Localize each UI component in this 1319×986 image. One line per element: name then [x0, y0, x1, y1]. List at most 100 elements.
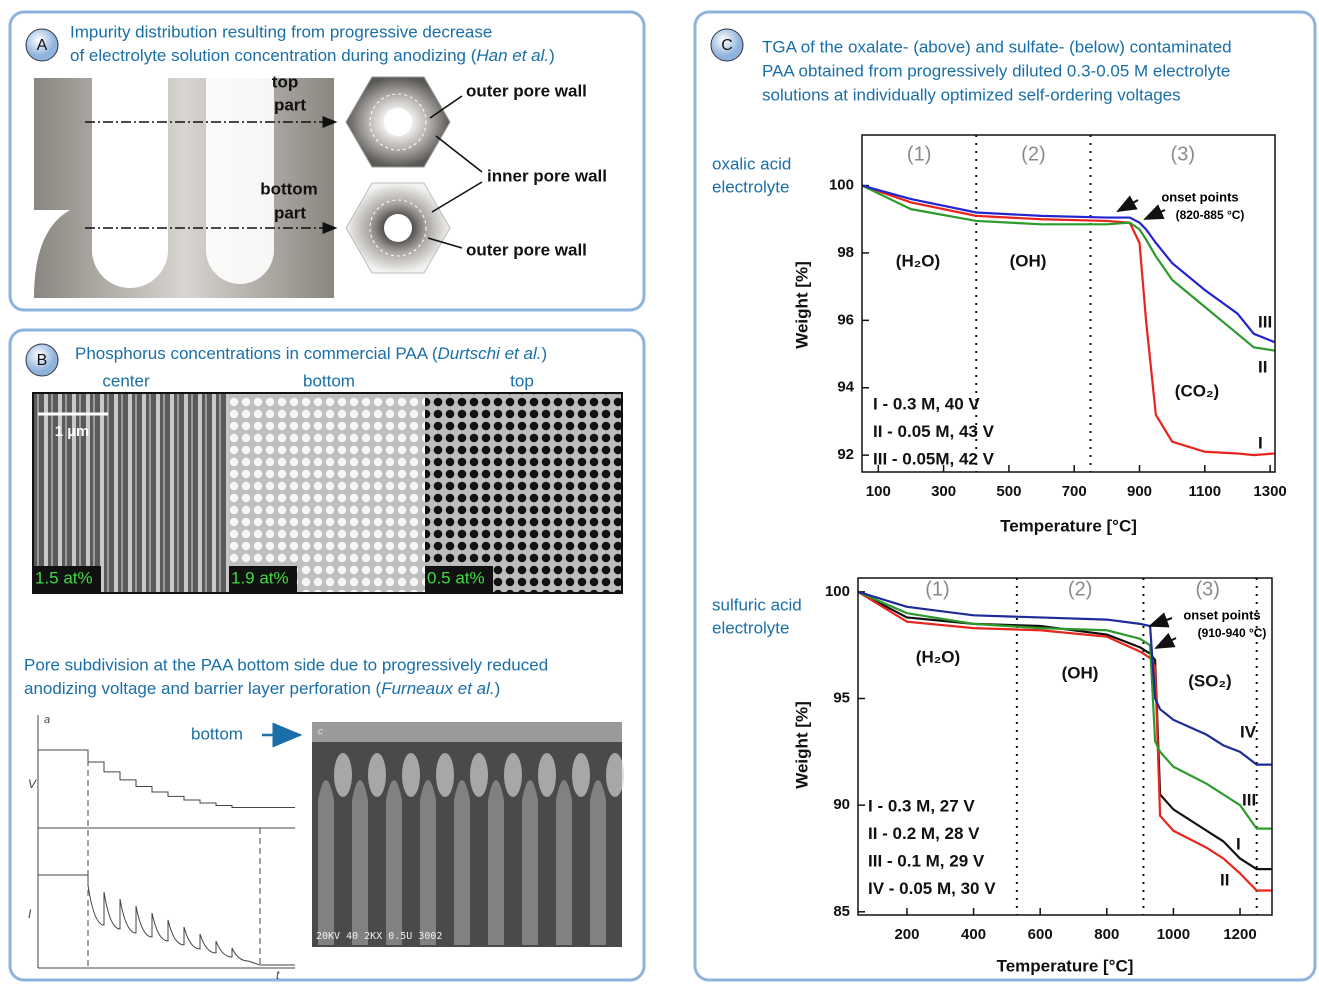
pointer	[429, 95, 463, 119]
label: inner pore wall	[487, 166, 607, 185]
x-tick-label: 1100	[1189, 483, 1222, 500]
y-tick-label: 98	[837, 244, 854, 261]
image-caption: bottom	[303, 371, 355, 390]
sem-image	[312, 722, 624, 947]
title-text: )	[549, 46, 555, 65]
annotation: onset points	[1183, 607, 1260, 622]
y-tick-label: 96	[837, 311, 854, 328]
sem-pore	[538, 753, 556, 797]
label: outer pore wall	[466, 81, 587, 100]
species-label: (H₂O)	[896, 251, 940, 270]
panel-a: A Impurity distribution resulting from p…	[8, 10, 646, 312]
y-tick-label: 92	[837, 446, 854, 463]
sem-letter: c	[318, 727, 323, 738]
citation: Han et al.	[476, 46, 549, 65]
image-caption: center	[102, 371, 150, 390]
x-tick-label: 400	[961, 926, 986, 943]
legend-entry: IV - 0.05 M, 30 V	[868, 879, 996, 898]
pore-section	[34, 78, 334, 298]
sem-column	[420, 780, 436, 945]
pore	[92, 78, 168, 288]
micrograph	[425, 393, 622, 593]
annotation-arrow	[1154, 632, 1177, 649]
row-label: sulfuric acid	[712, 595, 802, 614]
subtitle-text: anodizing voltage and barrier layer perf…	[24, 679, 382, 698]
annotation-arrow	[1148, 612, 1173, 628]
label-bg	[33, 566, 101, 593]
sketch-curve	[38, 874, 295, 966]
series-line	[857, 590, 1272, 766]
x-tick-label: 800	[1094, 926, 1119, 943]
y-axis-label: Weight [%]	[792, 261, 811, 349]
pore	[206, 78, 274, 284]
image-frame	[32, 392, 623, 594]
series-line	[861, 184, 1276, 352]
curve-label: I	[1258, 433, 1263, 452]
label-bg	[229, 566, 297, 593]
badge	[25, 28, 59, 62]
sem-pore	[334, 753, 352, 797]
subtitle: Pore subdivision at the PAA bottom side …	[24, 655, 548, 674]
panel-title: solutions at individually optimized self…	[762, 85, 1181, 104]
sem-pore	[470, 753, 488, 797]
scale-label: 1 µm	[55, 423, 90, 440]
content-label: 1.5 at%	[35, 568, 93, 587]
x-tick-label: 200	[894, 926, 919, 943]
axis-label: V	[28, 777, 37, 791]
x-tick-label: 1200	[1223, 926, 1256, 943]
legend-entry: III - 0.1 M, 29 V	[868, 851, 985, 870]
plot-frame	[857, 577, 1273, 916]
sem-pore	[402, 753, 420, 797]
title-text: Phosphorus concentrations in commercial …	[75, 344, 438, 363]
curve-label: II	[1220, 870, 1229, 889]
label: bottom	[260, 179, 318, 198]
panel-letter: C	[721, 37, 733, 54]
species-label: (CO₂)	[1175, 381, 1219, 400]
panel-letter: B	[37, 352, 48, 369]
pore-flare	[34, 210, 70, 298]
row-label: electrolyte	[712, 177, 789, 196]
panel-title: TGA of the oxalate- (above) and sulfate-…	[762, 37, 1232, 56]
sem-column	[352, 780, 368, 945]
dashed-circle	[369, 199, 427, 257]
row-label: electrolyte	[712, 618, 789, 637]
panel-letter: A	[37, 37, 48, 54]
region-label: (3)	[1171, 143, 1195, 165]
species-label: (H₂O)	[916, 647, 960, 666]
dashed-circle	[369, 93, 427, 151]
sem-column	[590, 780, 606, 945]
sem-column	[522, 780, 538, 945]
legend-entry: II - 0.2 M, 28 V	[868, 824, 980, 843]
sem-column	[318, 780, 334, 945]
x-tick-label: 600	[1028, 926, 1053, 943]
arrow-label: bottom	[191, 724, 243, 743]
y-tick-label: 94	[837, 379, 854, 396]
region-label: (1)	[925, 578, 949, 600]
subtitle-text: )	[495, 679, 501, 698]
panel-title: Phosphorus concentrations in commercial …	[75, 344, 547, 363]
pore-hole	[384, 108, 412, 136]
subtitle: anodizing voltage and barrier layer perf…	[24, 679, 500, 698]
x-axis-label: Temperature [°C]	[1000, 516, 1137, 535]
annotation: (910-940 °C)	[1198, 626, 1267, 640]
pore-hole	[384, 214, 412, 242]
content-label: 0.5 at%	[427, 568, 485, 587]
sem-pore	[368, 753, 386, 797]
x-tick-label: 700	[1062, 483, 1087, 500]
y-axis-label: Weight [%]	[792, 701, 811, 789]
species-label: (SO₂)	[1188, 671, 1231, 690]
title-text: )	[541, 344, 547, 363]
sem-pore	[504, 753, 522, 797]
badge	[710, 28, 744, 62]
sketch	[37, 715, 295, 969]
micrograph	[33, 393, 229, 593]
panel-title: of electrolyte solution concentration du…	[70, 46, 555, 65]
citation: Durtschi et al.	[438, 344, 542, 363]
annotation-arrow	[1143, 204, 1166, 220]
species-label: (OH)	[1062, 663, 1099, 682]
pointer	[431, 181, 483, 213]
sem-column	[488, 780, 504, 945]
panel-b: B Phosphorus concentrations in commercia…	[8, 328, 646, 982]
x-tick-label: 500	[996, 483, 1021, 500]
region-label: (1)	[907, 143, 931, 165]
